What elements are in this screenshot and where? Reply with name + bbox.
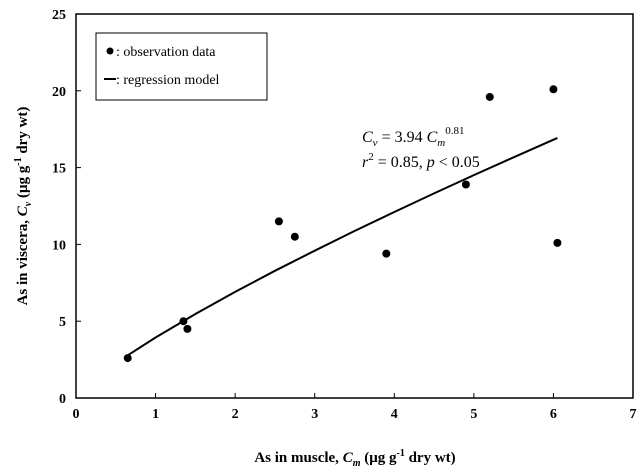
eq-part: 0.81 [445, 125, 464, 137]
x-tick-label: 7 [630, 407, 637, 422]
stat-part: = 0.85, [374, 154, 427, 171]
x-label-part: m [353, 458, 361, 469]
legend-label: : observation data [116, 45, 216, 60]
data-point [553, 238, 562, 247]
x-tick-label: 0 [73, 407, 80, 422]
x-label-part: As in muscle, [254, 450, 342, 466]
legend-box [95, 32, 268, 101]
y-label-part: v [23, 201, 34, 206]
y-tick-label: 25 [52, 8, 66, 23]
x-tick-label: 2 [232, 407, 239, 422]
regression-line [127, 137, 558, 357]
y-tick-label: 10 [52, 238, 66, 253]
x-tick-label: 6 [550, 407, 557, 422]
fit-stats: r2 = 0.85, p < 0.05 [362, 151, 480, 171]
stat-part: p [426, 154, 435, 171]
y-tick-label: 5 [59, 315, 66, 330]
data-point [549, 85, 558, 94]
y-label-part: C [15, 205, 31, 216]
eq-part: C [362, 129, 373, 146]
x-tick-label: 1 [152, 407, 159, 422]
y-label-part: -1 [13, 157, 24, 165]
legend-marker [106, 47, 114, 55]
y-label-part: (μg g [15, 165, 31, 201]
x-tick-label: 4 [391, 407, 398, 422]
stat-part: < 0.05 [435, 154, 480, 171]
legend-label: : regression model [116, 73, 220, 88]
x-label-part: (μg g [360, 450, 396, 466]
y-tick-label: 20 [52, 85, 66, 100]
equation: Cv = 3.94 Cm0.81 [362, 125, 464, 149]
data-point [461, 180, 470, 189]
data-point [382, 249, 391, 258]
eq-part: v [373, 137, 378, 149]
stat-part: r [362, 154, 369, 171]
y-label-part: As in viscera, [15, 216, 31, 305]
data-point [485, 92, 494, 101]
eq-part: m [437, 137, 445, 149]
x-label-part: -1 [396, 448, 404, 459]
y-tick-label: 15 [52, 162, 66, 177]
y-label-part: dry wt) [15, 107, 31, 158]
y-tick-label: 0 [59, 392, 66, 407]
y-axis-label: As in viscera, Cv (μg g-1 dry wt) [13, 107, 34, 306]
x-label-part: dry wt) [405, 450, 456, 466]
x-label-part: C [343, 450, 354, 466]
data-point [274, 217, 283, 226]
eq-part: C [427, 129, 438, 146]
x-axis-label: As in muscle, Cm (μg g-1 dry wt) [254, 448, 455, 469]
x-tick-label: 5 [470, 407, 477, 422]
eq-part: = 3.94 [378, 129, 427, 146]
stat-part: 2 [368, 151, 374, 163]
x-tick-label: 3 [311, 407, 318, 422]
plot-frame [75, 13, 634, 399]
data-point [290, 232, 299, 241]
data-point [123, 354, 132, 363]
data-point [183, 324, 192, 333]
